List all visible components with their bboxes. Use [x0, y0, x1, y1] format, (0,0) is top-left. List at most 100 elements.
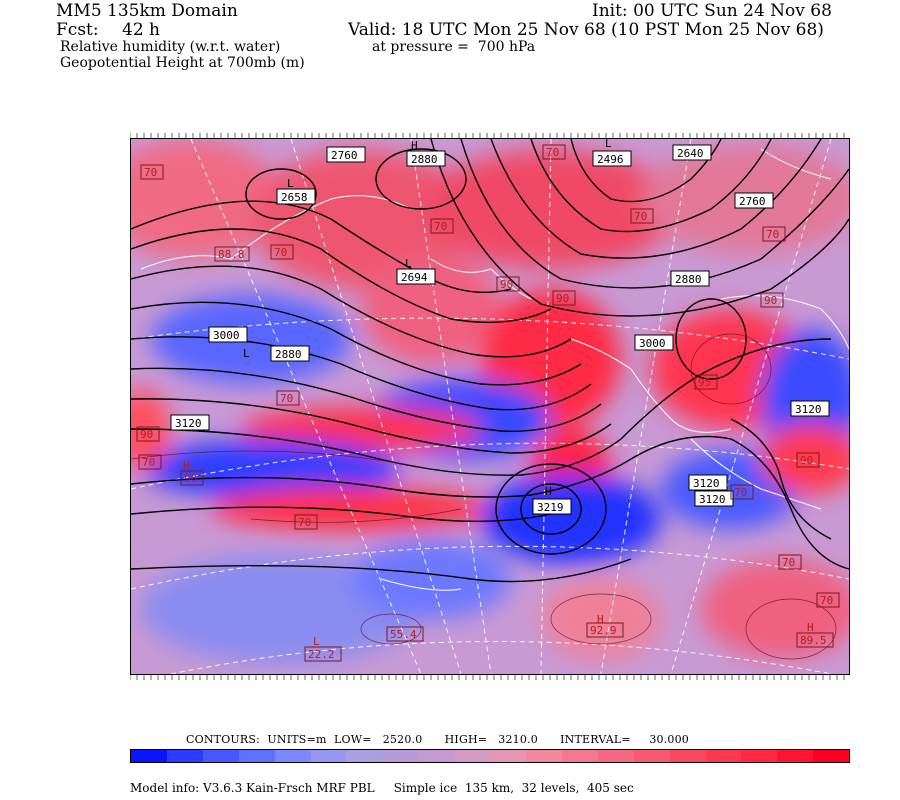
- color-swatch: [166, 750, 203, 762]
- svg-text:90: 90: [800, 454, 813, 467]
- domain-title: MM5 135km Domain: [56, 1, 238, 21]
- valid-time: Valid: 18 UTC Mon 25 Nov 68 (10 PST Mon …: [348, 20, 824, 40]
- low-marker: L: [605, 139, 612, 150]
- rh-label: 70: [138, 454, 162, 470]
- rh-label: 92.9: [586, 622, 624, 638]
- height-label: 2658: [276, 188, 316, 205]
- svg-text:88.8: 88.8: [218, 248, 245, 261]
- height-label: 2880: [670, 270, 710, 287]
- svg-text:90: 90: [140, 428, 153, 441]
- svg-text:92.9: 92.9: [590, 624, 617, 637]
- rh-label: 70: [270, 244, 294, 260]
- svg-text:3120: 3120: [693, 477, 720, 490]
- svg-text:70: 70: [298, 516, 311, 529]
- color-swatch: [561, 750, 598, 762]
- forecast-hours: 42 h: [122, 20, 160, 40]
- rh-label: 90: [552, 290, 576, 306]
- bottom-ticks: [130, 675, 845, 680]
- svg-text:2496: 2496: [597, 153, 624, 166]
- color-swatch: [310, 750, 347, 762]
- svg-text:70: 70: [280, 392, 293, 405]
- units-label: UNITS=m: [267, 733, 327, 746]
- svg-text:70: 70: [142, 456, 155, 469]
- color-swatch: [813, 750, 850, 762]
- height-label: 3000: [634, 334, 674, 351]
- color-swatch: [238, 750, 275, 762]
- init-time: Init: 00 UTC Sun 24 Nov 68: [592, 1, 832, 21]
- high-marker: H: [183, 459, 190, 472]
- svg-text:90: 90: [500, 278, 513, 291]
- rh-label: 90: [496, 276, 520, 292]
- height-label: 2880: [406, 150, 446, 167]
- svg-text:70: 70: [782, 556, 795, 569]
- rh-label: 90: [760, 292, 784, 308]
- svg-text:2880: 2880: [411, 153, 438, 166]
- height-label: 2694: [396, 268, 436, 285]
- svg-text:90: 90: [184, 472, 197, 485]
- svg-text:55.4: 55.4: [390, 628, 417, 641]
- low-marker: L: [405, 257, 412, 270]
- color-swatch: [669, 750, 706, 762]
- height-label: 3120: [170, 414, 210, 431]
- model-version: Model info: V3.6.3 Kain-Frsch MRF PBL: [130, 781, 375, 795]
- field2-title: Geopotential Height at 700mb (m): [60, 55, 305, 71]
- svg-text:3000: 3000: [213, 329, 240, 342]
- svg-text:2760: 2760: [739, 195, 766, 208]
- svg-text:90: 90: [764, 294, 777, 307]
- svg-text:70: 70: [634, 210, 647, 223]
- forecast-label: Fcst:: [56, 20, 99, 40]
- contours-label: CONTOURS:: [186, 733, 261, 746]
- high-marker: H: [411, 139, 418, 152]
- svg-text:2880: 2880: [275, 348, 302, 361]
- svg-text:2640: 2640: [677, 147, 704, 160]
- graticule: [131, 139, 849, 674]
- rh-label: 70: [140, 164, 164, 180]
- low-marker: L: [243, 347, 250, 360]
- color-swatch: [525, 750, 562, 762]
- model-grid: Simple ice 135 km, 32 levels, 405 sec: [393, 781, 634, 795]
- height-label: 2880: [270, 345, 310, 362]
- svg-text:70: 70: [546, 146, 559, 159]
- rh-contours: [131, 333, 837, 660]
- color-swatch: [382, 750, 419, 762]
- low-marker: L: [287, 177, 294, 190]
- color-swatch: [346, 750, 383, 762]
- color-swatch: [741, 750, 778, 762]
- height-label: 2760: [734, 192, 774, 209]
- height-label: 3219: [532, 498, 572, 515]
- coastlines: [140, 148, 849, 591]
- svg-text:70: 70: [766, 228, 779, 241]
- color-swatch: [274, 750, 311, 762]
- rh-label: 70: [430, 218, 454, 234]
- field1-level: at pressure = 700 hPa: [372, 39, 536, 55]
- high-value: HIGH= 3210.0: [444, 733, 538, 746]
- top-ticks: [130, 133, 845, 138]
- rh-label: 55.4: [386, 626, 424, 642]
- color-swatch: [131, 750, 167, 762]
- contour-info: CONTOURS: UNITS=m LOW= 2520.0 HIGH= 3210…: [186, 733, 689, 746]
- rh-label: 70: [762, 226, 786, 242]
- plot-header: MM5 135km Domain Init: 00 UTC Sun 24 Nov…: [56, 2, 846, 72]
- color-swatch: [633, 750, 670, 762]
- height-label: 2760: [326, 146, 366, 163]
- color-swatch: [454, 750, 491, 762]
- color-swatch: [490, 750, 526, 762]
- svg-text:3219: 3219: [537, 501, 564, 514]
- svg-text:2658: 2658: [281, 191, 308, 204]
- rh-label: 88.8: [214, 246, 250, 262]
- high-marker: H: [807, 621, 814, 634]
- high-marker: H: [545, 485, 552, 498]
- svg-text:2880: 2880: [675, 273, 702, 286]
- rh-label: 70: [816, 592, 840, 608]
- svg-text:3120: 3120: [699, 493, 726, 506]
- height-contours: [131, 139, 849, 583]
- rh-label: 22.2: [304, 646, 342, 662]
- svg-text:2760: 2760: [331, 149, 358, 162]
- svg-text:70: 70: [144, 166, 157, 179]
- map-canvas: 2760 2880 2496 2640 2760 2658 2694 3000 …: [131, 139, 849, 674]
- low-marker: L: [313, 635, 320, 648]
- color-swatch: [418, 750, 455, 762]
- rh-label: 70: [778, 554, 802, 570]
- low-value: LOW= 2520.0: [334, 733, 423, 746]
- rh-label: 70: [730, 484, 754, 500]
